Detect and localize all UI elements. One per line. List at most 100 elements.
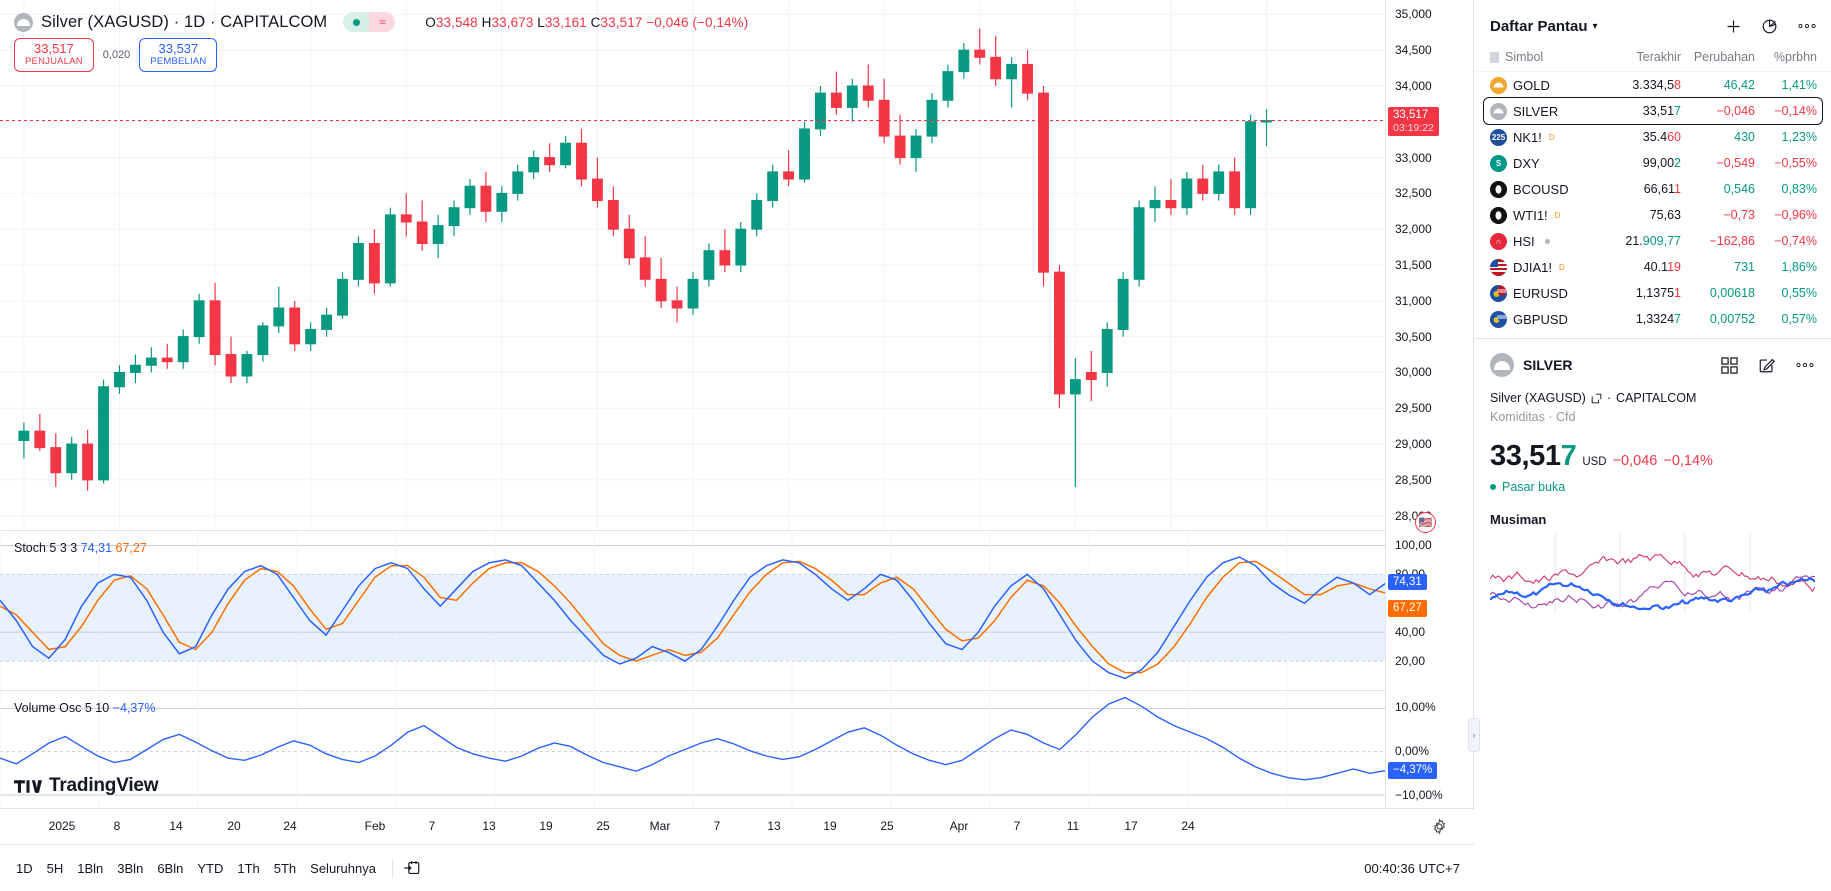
row-change: −0,549 <box>1716 156 1755 170</box>
watchlist-title[interactable]: Daftar Pantau <box>1490 17 1588 35</box>
toolbar-divider <box>391 858 393 878</box>
column-percent[interactable]: %prbhn <box>1773 50 1817 64</box>
sell-price: 33,517 <box>34 41 74 56</box>
current-price-value: 33,517 <box>1393 108 1429 121</box>
time-tick: 25 <box>596 819 610 833</box>
column-change[interactable]: Perubahan <box>1693 50 1755 64</box>
stochastic-legend[interactable]: Stoch 5 3 3 74,31 67,27 <box>14 541 147 555</box>
sell-quote-button[interactable]: 33,517 PENJUALAN <box>14 38 94 73</box>
row-symbol-name: WTI1! <box>1513 207 1548 223</box>
row-percent-change: 1,86% <box>1781 260 1817 274</box>
delayed-data-badge: D <box>1554 210 1561 220</box>
watchlist-row-hsi[interactable]: ∩ HSI 21.909,77 −162,86 −0,74% <box>1474 228 1831 254</box>
ohlc-h-value: 33,673 <box>491 14 534 30</box>
row-percent-change: 0,55% <box>1781 286 1817 300</box>
timeframe-button-5h[interactable]: 5H <box>46 860 64 876</box>
watchlist-row-nk1[interactable]: 225 NK1! D 35.460 430 1,23% <box>1474 124 1831 150</box>
row-symbol-cell: GBPUSD <box>1490 310 1605 328</box>
ohlc-change: −0,046 (−0,14%) <box>646 14 749 30</box>
timeframe-button-ytd[interactable]: YTD <box>197 860 224 876</box>
timeframe-button-6bln[interactable]: 6Bln <box>157 860 184 876</box>
price-tick: 32,000 <box>1395 222 1432 237</box>
main-price-pane[interactable] <box>0 0 1386 530</box>
row-symbol-name: BCOUSD <box>1513 181 1569 197</box>
chart-symbol-title[interactable]: Silver (XAGUSD) · 1D · CAPITALCOM <box>41 12 328 31</box>
volume-oscillator-tick: 0,00% <box>1395 744 1430 759</box>
data-flow-wave-icon: ≈ <box>369 12 396 32</box>
pane-resize-handle[interactable]: › <box>1468 718 1480 752</box>
time-tick: 7 <box>1013 819 1021 833</box>
time-scale-axis[interactable]: 2025 8 14 20 24 Feb 7 13 19 25 Mar 7 13 19 25 Apr 7 11 17 2… <box>0 808 1474 844</box>
more-horizontal-icon[interactable] <box>1797 16 1817 36</box>
grid-view-icon[interactable] <box>1719 355 1739 375</box>
watchlist-row-wti1[interactable]: WTI1! D 75,63 −0,73 −0,96% <box>1474 202 1831 228</box>
row-symbol-cell: 225 NK1! D <box>1490 128 1605 146</box>
column-symbol[interactable]: Simbol <box>1490 50 1605 64</box>
row-percent-change: 0,83% <box>1781 182 1817 196</box>
time-tick: Mar <box>649 819 671 833</box>
chart-clock[interactable]: 00:40:36 UTC+7 <box>1364 860 1460 876</box>
time-tick: 7 <box>713 819 721 833</box>
stochastic-d-tag: 67,27 <box>1388 600 1427 617</box>
row-last-price: 3.334,58 <box>1632 78 1681 92</box>
time-tick: Apr <box>949 819 969 833</box>
timeframe-button-5th[interactable]: 5Th <box>273 860 297 876</box>
details-percent: −0,14% <box>1663 453 1713 469</box>
row-symbol-name: EURUSD <box>1513 285 1568 301</box>
row-last-price: 99,002 <box>1642 156 1681 170</box>
watchlist-row-djia1[interactable]: DJIA1! D 40.119 731 1,86% <box>1474 254 1831 280</box>
timeframe-button-seluruhnya[interactable]: Seluruhnya <box>310 860 376 876</box>
time-tick: 20 <box>227 819 241 833</box>
calendar-goto-icon[interactable] <box>402 858 422 878</box>
timeframe-button-1d[interactable]: 1D <box>16 860 33 876</box>
chevron-down-icon[interactable]: ▾ <box>1592 20 1598 32</box>
legend-symbol-row: Silver (XAGUSD) · 1D · CAPITALCOM ≈ O 33,… <box>0 0 1474 32</box>
buy-quote-button[interactable]: 33,537 PEMBELIAN <box>139 38 218 73</box>
plus-icon[interactable] <box>1723 16 1743 36</box>
us-flag-icon <box>1490 258 1507 276</box>
wti-oil-icon <box>1490 206 1507 224</box>
ohlc-c-label: C <box>590 14 601 30</box>
delayed-data-badge: D <box>1548 132 1555 142</box>
row-symbol-name: HSI <box>1513 233 1535 249</box>
right-sidebar: Daftar Pantau ▾ <box>1474 0 1831 891</box>
brent-oil-icon <box>1490 180 1507 198</box>
volume-oscillator-value: −4,37% <box>112 701 156 715</box>
seasonality-chart[interactable] <box>1489 533 1816 613</box>
symbol-details-panel: SILVER <box>1474 339 1831 613</box>
volume-oscillator-tag: −4,37% <box>1388 762 1438 779</box>
chart-settings-gear-icon[interactable] <box>1431 818 1448 835</box>
timeframe-button-1th[interactable]: 1Th <box>237 860 260 876</box>
watchlist-row-bcousd[interactable]: BCOUSD 66,611 0,546 0,83% <box>1474 176 1831 202</box>
row-symbol-cell: SILVER <box>1490 102 1605 120</box>
row-symbol-cell: S DXY <box>1490 154 1605 172</box>
hang-seng-icon: ∩ <box>1490 232 1507 250</box>
price-tick: 31,000 <box>1395 293 1432 308</box>
watchlist-row-gold[interactable]: GOLD 3.334,58 46,42 1,41% <box>1474 72 1831 98</box>
delayed-data-badge: D <box>1559 262 1565 272</box>
watchlist-row-gbpusd[interactable]: GBPUSD 1,33247 0,00752 0,57% <box>1474 306 1831 332</box>
details-change: −0,046 <box>1612 453 1658 469</box>
price-tick: 29,000 <box>1395 437 1432 452</box>
timeframe-button-3bln[interactable]: 3Bln <box>117 860 144 876</box>
stochastic-pane[interactable] <box>0 530 1386 690</box>
volume-oscillator-legend[interactable]: Volume Osc 5 10 −4,37% <box>14 701 155 715</box>
column-last[interactable]: Terakhir <box>1636 50 1681 64</box>
us-flag-marker-icon[interactable]: 🇺🇸 <box>1415 512 1436 534</box>
details-exchange: CAPITALCOM <box>1616 391 1697 405</box>
watchlist-row-dxy[interactable]: S DXY 99,002 −0,549 −0,55% <box>1474 150 1831 176</box>
price-scale-axis[interactable]: 35,000 34,500 34,000 33,000 32,500 32,000 31,5… <box>1385 0 1473 808</box>
external-link-icon[interactable] <box>1591 393 1602 404</box>
timeframe-button-1bln[interactable]: 1Bln <box>77 860 104 876</box>
edit-pencil-icon[interactable] <box>1757 355 1777 375</box>
watchlist-row-eurusd[interactable]: EURUSD 1,13751 0,00618 0,55% <box>1474 280 1831 306</box>
market-status-pills[interactable]: ≈ <box>343 12 396 32</box>
volume-oscillator-pane[interactable] <box>0 690 1386 808</box>
dxy-logo-icon: S <box>1490 154 1507 172</box>
chart-column: Silver (XAGUSD) · 1D · CAPITALCOM ≈ O 33,… <box>0 0 1474 891</box>
row-last-price: 1,33247 <box>1635 312 1681 326</box>
pie-chart-icon[interactable] <box>1760 16 1780 36</box>
more-horizontal-icon[interactable] <box>1795 355 1815 375</box>
ohlc-o-label: O <box>425 14 436 30</box>
watchlist-row-silver[interactable]: SILVER 33,517 −0,046 −0,14% <box>1474 97 1831 125</box>
